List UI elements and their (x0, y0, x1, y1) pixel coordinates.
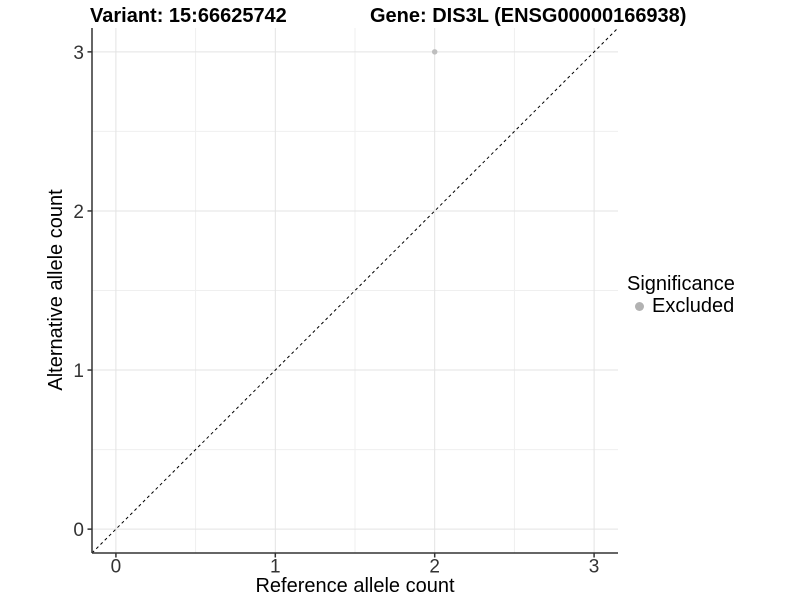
legend: Significance Excluded (627, 273, 735, 317)
legend-point-icon (635, 302, 644, 311)
x-tick-label: 0 (111, 557, 122, 578)
y-axis-title: Alternative allele count (45, 189, 67, 391)
y-tick-label: 3 (73, 43, 84, 64)
x-tick-label: 1 (270, 557, 281, 578)
y-tick-label: 0 (73, 520, 84, 541)
x-axis-title: Reference allele count (255, 575, 454, 597)
legend-item-excluded: Excluded (635, 296, 735, 317)
x-tick-label: 2 (429, 557, 440, 578)
y-tick-label: 1 (73, 361, 84, 382)
y-tick-label: 2 (73, 202, 84, 223)
identity-dashed-line (91, 27, 619, 554)
data-point (431, 49, 438, 55)
legend-title: Significance (627, 273, 735, 295)
x-tick-label: 3 (589, 557, 600, 578)
plot-title-gene: Gene: DIS3L (ENSG00000166938) (370, 5, 687, 27)
plot-title-variant: Variant: 15:66625742 (90, 5, 287, 27)
legend-label-excluded: Excluded (652, 295, 735, 317)
